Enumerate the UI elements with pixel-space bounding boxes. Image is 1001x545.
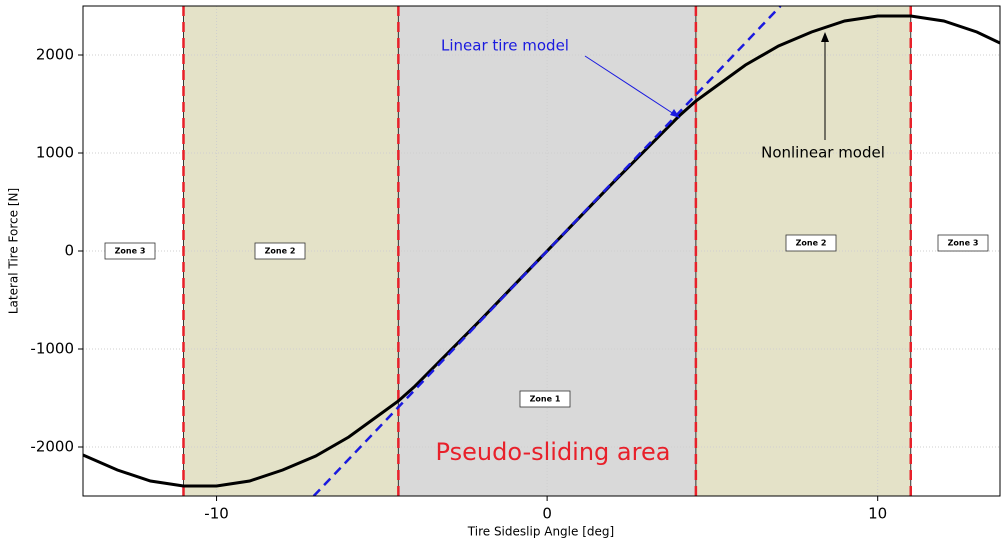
- zone-label: Zone 1: [530, 395, 561, 404]
- x-tick-label: -10: [204, 505, 229, 523]
- series-line: [312, 6, 782, 496]
- x-tick-label: 0: [542, 505, 552, 523]
- annotation: Pseudo-sliding area: [436, 438, 671, 466]
- y-tick-label: 2000: [36, 46, 74, 64]
- annotation: Linear tire model: [441, 37, 569, 55]
- zone-label-box: [519, 390, 571, 408]
- y-tick-label: 1000: [36, 144, 74, 162]
- zone-label: Zone 3: [115, 247, 146, 256]
- y-tick-label: 0: [64, 242, 74, 260]
- zone-label-box: [785, 234, 837, 252]
- arrow-head: [670, 109, 680, 118]
- y-tick-label: -1000: [30, 340, 74, 358]
- arrow-head: [821, 32, 829, 42]
- y-tick-label: -2000: [30, 438, 74, 456]
- zone-label-box: [937, 234, 989, 252]
- zone-label: Zone 3: [948, 239, 979, 248]
- x-tick-label: 10: [868, 505, 887, 523]
- annotation: Nonlinear model: [761, 144, 885, 162]
- zone-label: Zone 2: [265, 247, 296, 256]
- x-axis-label: Tire Sideslip Angle [deg]: [467, 525, 614, 539]
- zone-label-box: [104, 242, 156, 260]
- zone-label-box: [254, 242, 306, 260]
- y-axis-label: Lateral Tire Force [N]: [7, 188, 21, 314]
- plot-frame: [82, 5, 1001, 497]
- annotation-arrow: [584, 55, 681, 119]
- zone-label: Zone 2: [796, 239, 827, 248]
